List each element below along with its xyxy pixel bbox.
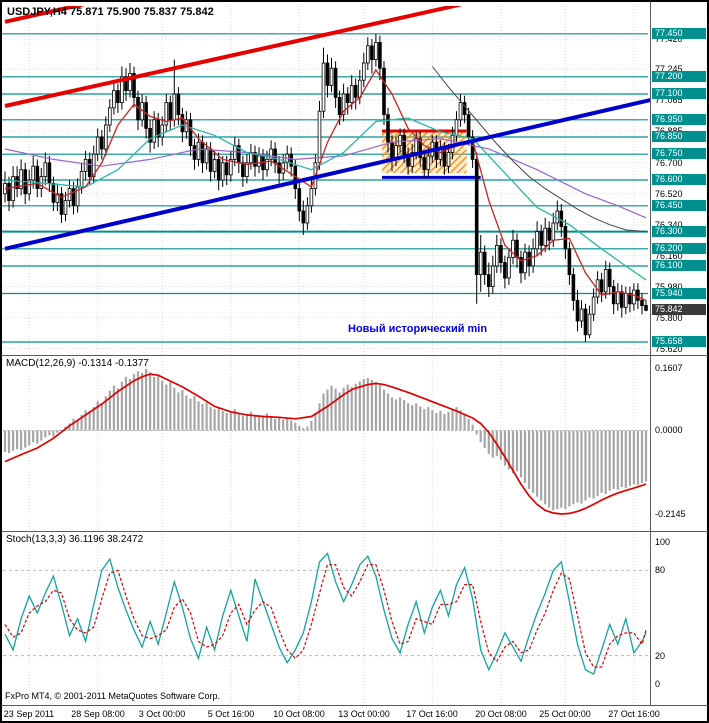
stoch-tick-label: 20 bbox=[655, 651, 666, 661]
level-price-label: 77.450 bbox=[652, 28, 706, 39]
chart-title: USDJPY,H4 75.871 75.900 75.837 75.842 bbox=[7, 6, 214, 18]
stoch-indicator-label: Stoch(13,3,3) 36.1196 38.2472 bbox=[6, 534, 144, 545]
ma-purple bbox=[4, 138, 647, 219]
time-axis-label: 28 Sep 08:00 bbox=[71, 709, 125, 719]
time-axis[interactable]: 23 Sep 2011 28 Sep 08:00 3 Oct 00:00 5 Oct … bbox=[0, 705, 709, 723]
stoch-tick-label: 80 bbox=[655, 565, 666, 575]
time-axis-label: 23 Sep 2011 bbox=[3, 709, 55, 719]
price-tick-label: 75.620 bbox=[655, 344, 683, 354]
macd-tick-label: 0.0000 bbox=[655, 425, 683, 435]
time-axis-label: 20 Oct 08:00 bbox=[475, 709, 527, 719]
level-price-label: 76.100 bbox=[652, 260, 706, 271]
candlesticks bbox=[3, 33, 648, 342]
ma-teal bbox=[4, 117, 647, 281]
price-tick-label: 77.065 bbox=[655, 95, 683, 105]
historic-min-annotation: Новый исторический min bbox=[348, 323, 488, 335]
price-tick-label: 76.160 bbox=[655, 251, 683, 261]
macd-indicator-label: MACD(12,26,9) -0.1314 -0.1377 bbox=[6, 358, 149, 369]
level-price-label: 76.850 bbox=[652, 131, 706, 142]
level-price-label: 76.600 bbox=[652, 174, 706, 185]
level-price-label: 77.200 bbox=[652, 71, 706, 82]
stoch-signal-line bbox=[4, 564, 647, 668]
macd-histogram bbox=[3, 369, 648, 511]
level-price-label: 76.200 bbox=[652, 243, 706, 254]
main-chart-layer bbox=[2, 6, 650, 343]
time-axis-label: 25 Oct 00:00 bbox=[539, 709, 591, 719]
upper-channel-trendline bbox=[4, 6, 85, 24]
level-price-label: 76.950 bbox=[652, 114, 706, 125]
ascending-support-trendline bbox=[4, 98, 650, 251]
price-axis[interactable]: 77.42077.24577.06576.88576.70076.52076.3… bbox=[651, 0, 709, 723]
price-tick-label: 77.245 bbox=[655, 64, 683, 74]
ma-red bbox=[4, 68, 647, 301]
price-tick-label: 76.340 bbox=[655, 220, 683, 230]
price-tick-label: 77.420 bbox=[655, 34, 683, 44]
time-axis-label: 17 Oct 16:00 bbox=[406, 709, 458, 719]
level-price-label: 76.750 bbox=[652, 148, 706, 159]
time-axis-label: 3 Oct 00:00 bbox=[138, 709, 186, 719]
time-axis-label: 10 Oct 08:00 bbox=[273, 709, 325, 719]
macd-signal-line bbox=[4, 373, 647, 515]
macd-tick-label: 0.1607 bbox=[655, 363, 683, 373]
price-tick-label: 75.800 bbox=[655, 313, 683, 323]
ascending-resistance-trendline bbox=[4, 6, 461, 108]
stoch-main-line bbox=[4, 552, 647, 676]
price-tick-label: 76.700 bbox=[655, 158, 683, 168]
time-axis-label: 5 Oct 16:00 bbox=[207, 709, 255, 719]
ma-dark bbox=[431, 66, 647, 233]
level-price-label: 75.940 bbox=[652, 288, 706, 299]
macd-tick-label: -0.2145 bbox=[655, 509, 686, 519]
stoch-tick-label: 100 bbox=[655, 537, 671, 547]
current-price-label: 75.842 bbox=[652, 304, 706, 315]
stoch-tick-label: 0 bbox=[655, 679, 661, 689]
copyright-text: FxPro MT4, © 2001-2011 MetaQuotes Softwa… bbox=[5, 691, 221, 701]
level-price-label: 76.300 bbox=[652, 226, 706, 237]
level-price-label: 77.100 bbox=[652, 88, 706, 99]
time-axis-label: 13 Oct 00:00 bbox=[338, 709, 390, 719]
level-price-label: 76.450 bbox=[652, 200, 706, 211]
level-price-label: 75.658 bbox=[652, 336, 706, 347]
time-axis-label: 27 Oct 16:00 bbox=[608, 709, 660, 719]
price-tick-label: 76.520 bbox=[655, 189, 683, 199]
price-tick-label: 75.980 bbox=[655, 282, 683, 292]
